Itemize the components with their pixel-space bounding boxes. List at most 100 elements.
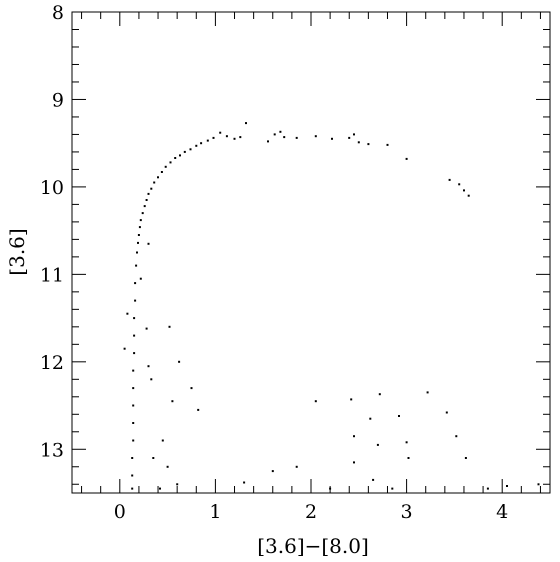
data-point bbox=[132, 404, 135, 407]
data-point bbox=[445, 411, 448, 414]
data-point bbox=[176, 483, 179, 486]
data-point bbox=[143, 205, 146, 208]
data-point bbox=[455, 435, 458, 438]
data-point bbox=[243, 481, 246, 484]
data-point bbox=[386, 143, 389, 146]
data-point bbox=[405, 157, 408, 160]
data-point bbox=[147, 242, 150, 245]
data-point bbox=[279, 130, 282, 133]
x-tick-label: 3 bbox=[401, 501, 413, 523]
data-point bbox=[357, 141, 360, 144]
data-point bbox=[159, 487, 161, 490]
data-point bbox=[219, 131, 222, 134]
data-point bbox=[183, 150, 186, 153]
data-point bbox=[189, 148, 192, 151]
data-point bbox=[391, 487, 394, 490]
data-point bbox=[134, 299, 137, 302]
y-tick-label: 11 bbox=[40, 264, 64, 286]
data-point bbox=[133, 352, 136, 355]
data-point bbox=[225, 135, 228, 138]
data-point bbox=[136, 251, 138, 254]
data-point bbox=[467, 194, 470, 197]
data-point bbox=[350, 398, 353, 401]
data-point bbox=[160, 171, 163, 173]
data-point bbox=[195, 144, 198, 147]
data-point bbox=[486, 487, 489, 490]
data-point bbox=[537, 483, 540, 486]
data-point bbox=[405, 441, 408, 444]
data-point bbox=[147, 192, 150, 195]
y-tick-label: 12 bbox=[40, 352, 64, 374]
data-point bbox=[348, 136, 351, 139]
data-point bbox=[353, 133, 355, 136]
data-point bbox=[372, 478, 375, 481]
data-point bbox=[164, 165, 167, 168]
data-point bbox=[273, 133, 276, 136]
x-tick-label: 2 bbox=[305, 501, 317, 523]
data-point bbox=[152, 457, 155, 459]
data-point bbox=[506, 485, 508, 487]
data-point bbox=[329, 487, 332, 490]
data-point bbox=[458, 183, 461, 186]
data-point bbox=[426, 391, 429, 394]
data-point bbox=[153, 181, 156, 184]
data-point bbox=[147, 365, 150, 368]
data-point bbox=[139, 219, 142, 222]
data-point bbox=[295, 465, 298, 468]
data-point bbox=[464, 457, 467, 459]
data-point bbox=[407, 457, 410, 459]
data-point bbox=[353, 435, 355, 438]
y-tick-label: 8 bbox=[52, 2, 64, 24]
data-point bbox=[233, 137, 236, 140]
data-point bbox=[206, 139, 209, 142]
data-point bbox=[267, 140, 269, 143]
data-point bbox=[169, 161, 172, 164]
data-point bbox=[369, 417, 372, 420]
data-point bbox=[150, 187, 153, 190]
data-point bbox=[133, 317, 136, 320]
data-point bbox=[132, 439, 135, 442]
data-point bbox=[168, 325, 171, 328]
data-point bbox=[141, 212, 144, 215]
data-point bbox=[145, 327, 148, 330]
data-point bbox=[131, 474, 134, 477]
data-point bbox=[178, 360, 181, 363]
data-point bbox=[139, 277, 142, 280]
axis-ticks bbox=[72, 11, 550, 493]
y-axis-label: [3.6] bbox=[5, 228, 29, 275]
data-point bbox=[190, 387, 193, 390]
data-point bbox=[126, 312, 129, 315]
data-point bbox=[212, 136, 215, 139]
data-point bbox=[398, 415, 400, 417]
data-point bbox=[133, 334, 136, 337]
data-point bbox=[137, 241, 139, 244]
data-point bbox=[157, 176, 159, 179]
x-axis-label: [3.6]−[8.0] bbox=[257, 534, 369, 558]
x-tick-label: 1 bbox=[209, 501, 221, 523]
data-point bbox=[314, 400, 317, 403]
data-point bbox=[123, 347, 126, 350]
data-point bbox=[132, 387, 135, 390]
plot-frame bbox=[71, 11, 551, 494]
x-tick-label: 4 bbox=[496, 501, 508, 523]
data-point bbox=[463, 189, 465, 192]
data-point bbox=[245, 122, 247, 125]
data-point bbox=[138, 226, 141, 229]
data-point bbox=[353, 461, 355, 464]
data-point bbox=[197, 408, 200, 411]
data-point bbox=[137, 234, 140, 236]
data-point bbox=[271, 470, 274, 473]
data-point bbox=[295, 136, 298, 139]
data-point bbox=[179, 154, 181, 157]
data-point bbox=[314, 135, 317, 138]
data-point bbox=[331, 137, 333, 140]
data-point bbox=[448, 178, 451, 181]
data-point bbox=[132, 369, 135, 372]
data-point bbox=[239, 136, 242, 139]
data-point bbox=[134, 282, 137, 285]
data-point bbox=[161, 439, 164, 442]
y-tick-label: 13 bbox=[40, 439, 64, 461]
data-point bbox=[135, 264, 138, 267]
